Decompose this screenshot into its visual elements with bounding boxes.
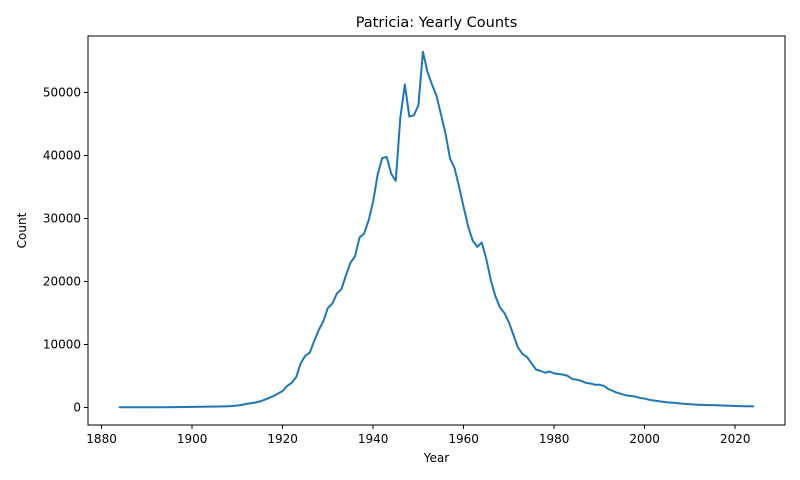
y-axis-label: Count <box>15 212 29 248</box>
y-tick-label: 30000 <box>43 212 81 226</box>
chart-title: Patricia: Yearly Counts <box>356 15 518 31</box>
x-axis-ticks: 1880 1900 1920 1940 1960 1980 2000 2020 <box>86 425 750 446</box>
y-tick-label: 40000 <box>43 149 81 163</box>
y-axis-ticks: 0 10000 20000 30000 40000 50000 <box>43 86 88 414</box>
x-tick-label: 1980 <box>539 432 570 446</box>
series-line <box>118 50 755 409</box>
x-tick-label: 1880 <box>86 432 117 446</box>
x-tick-label: 2020 <box>720 432 751 446</box>
x-tick-label: 2000 <box>629 432 660 446</box>
y-tick-label: 10000 <box>43 337 81 351</box>
y-tick-label: 20000 <box>43 274 81 288</box>
x-axis-label: Year <box>423 451 449 465</box>
x-tick-label: 1960 <box>448 432 479 446</box>
y-tick-label: 0 <box>73 400 81 414</box>
x-tick-label: 1900 <box>177 432 208 446</box>
x-tick-label: 1940 <box>358 432 389 446</box>
axes-frame <box>87 35 786 426</box>
y-tick-label: 50000 <box>43 86 81 100</box>
x-tick-label: 1920 <box>267 432 298 446</box>
plot-area <box>118 50 755 409</box>
